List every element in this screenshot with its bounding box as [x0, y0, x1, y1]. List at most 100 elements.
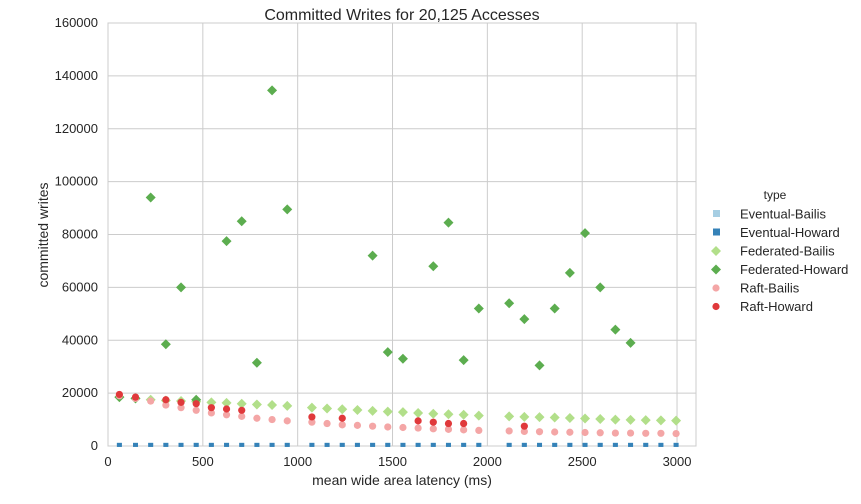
legend-item: Eventual-Howard — [713, 225, 840, 240]
data-point — [148, 442, 154, 447]
data-point — [115, 390, 123, 399]
grid — [107, 22, 697, 447]
data-point — [640, 415, 651, 426]
data-point — [658, 442, 664, 447]
data-point — [444, 425, 453, 433]
data-point — [581, 428, 589, 437]
data-point — [428, 261, 439, 272]
data-point — [267, 85, 278, 96]
data-point — [504, 298, 515, 309]
x-tick-label: 2500 — [568, 454, 597, 469]
data-point — [642, 429, 650, 437]
data-point — [595, 282, 606, 293]
data-point — [596, 429, 604, 437]
data-point — [192, 400, 200, 408]
data-point — [414, 424, 422, 432]
data-point — [238, 406, 246, 414]
data-point — [131, 393, 140, 401]
data-point — [221, 236, 232, 247]
data-point — [429, 418, 437, 426]
legend-label: Eventual-Bailis — [740, 207, 826, 222]
x-tick-label: 0 — [104, 454, 111, 469]
data-point — [133, 442, 139, 447]
data-point — [625, 414, 636, 425]
data-point — [519, 411, 530, 422]
data-point — [567, 442, 573, 447]
data-point — [473, 410, 484, 421]
data-point — [400, 442, 406, 447]
data-point — [657, 429, 665, 437]
data-point — [177, 404, 185, 412]
data-point — [610, 324, 621, 335]
data-point — [564, 267, 575, 278]
data-point — [430, 442, 436, 447]
data-point — [323, 419, 331, 428]
x-tick-label: 500 — [192, 454, 214, 469]
data-point — [193, 442, 199, 447]
data-point — [207, 409, 215, 417]
data-point — [520, 427, 528, 436]
data-point — [253, 414, 261, 422]
data-point — [370, 442, 376, 447]
data-point — [282, 204, 293, 215]
data-point — [443, 409, 454, 420]
data-point — [535, 428, 544, 436]
data-point — [367, 250, 378, 261]
data-point — [352, 405, 363, 416]
data-point — [595, 414, 606, 425]
data-point — [222, 411, 231, 419]
y-tick-labels: 0 20000 40000 60000 80000 100000 120000 140000 1… — [55, 15, 98, 453]
data-point — [564, 412, 575, 423]
data-point — [597, 442, 603, 447]
data-point — [625, 337, 636, 348]
y-tick-label: 140000 — [55, 68, 98, 83]
data-point — [322, 403, 333, 414]
data-point — [580, 228, 591, 239]
data-point — [582, 442, 588, 447]
legend-item: Eventual-Bailis — [713, 207, 826, 222]
data-point — [208, 442, 214, 447]
data-point — [207, 404, 215, 412]
data-point — [308, 418, 316, 426]
series-eventual-howard — [116, 442, 679, 447]
x-tick-label: 1500 — [378, 454, 407, 469]
data-point — [162, 396, 170, 404]
data-point — [458, 409, 469, 420]
data-point — [611, 429, 619, 437]
legend-marker — [713, 228, 720, 236]
data-point — [673, 442, 679, 447]
data-point — [519, 314, 530, 325]
data-point — [267, 400, 278, 411]
data-point — [147, 397, 155, 405]
data-point — [251, 399, 262, 410]
data-point — [504, 411, 515, 422]
data-point — [268, 415, 276, 424]
legend-marker — [712, 302, 720, 311]
data-point — [116, 442, 122, 447]
data-point — [269, 442, 275, 447]
y-tick-label: 160000 — [55, 15, 98, 30]
data-point — [551, 428, 559, 436]
data-point — [385, 442, 391, 447]
x-tick-labels: 0 500 1000 1500 2000 2500 3000 — [104, 454, 691, 469]
data-point — [176, 282, 187, 293]
data-point — [626, 429, 635, 437]
data-point — [308, 413, 316, 421]
data-point — [239, 442, 245, 447]
legend-item: Raft-Howard — [712, 299, 813, 314]
series-federated-howard — [114, 85, 636, 405]
y-tick-label: 120000 — [55, 121, 98, 136]
series-raft-howard — [115, 390, 528, 430]
legend-marker — [712, 284, 720, 292]
data-point — [192, 406, 200, 414]
data-point — [445, 442, 451, 447]
x-tick-label: 3000 — [663, 454, 692, 469]
data-points — [114, 85, 682, 447]
data-point — [549, 412, 560, 423]
y-tick-label: 80000 — [62, 227, 98, 242]
data-point — [337, 404, 348, 415]
legend-marker — [711, 246, 721, 256]
data-point — [224, 442, 230, 447]
data-point — [338, 421, 346, 429]
data-point — [413, 407, 424, 418]
